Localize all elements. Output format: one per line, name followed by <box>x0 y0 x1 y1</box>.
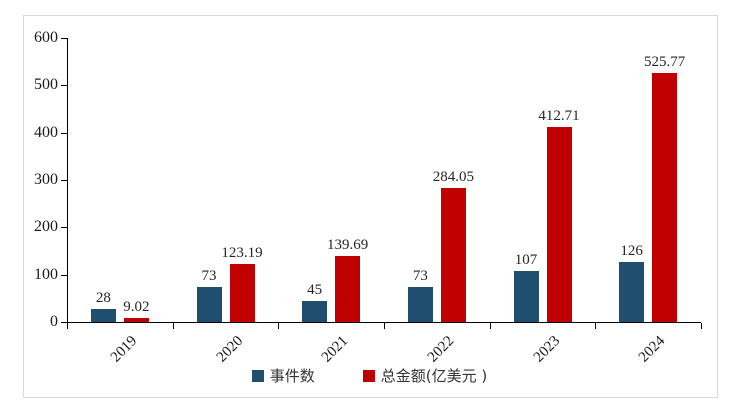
bar-events <box>513 271 539 322</box>
x-axis-tick <box>172 323 174 329</box>
value-label: 73 <box>201 268 217 285</box>
y-axis-tick <box>61 274 67 276</box>
value-label: 123.19 <box>221 244 263 261</box>
value-label: 73 <box>412 268 428 285</box>
y-axis-tick <box>61 322 67 323</box>
y-tick-label: 300 <box>34 171 58 188</box>
y-axis-line <box>67 38 68 323</box>
legend-label-events: 事件数 <box>269 367 315 385</box>
x-axis-tick <box>595 323 597 329</box>
y-tick-label: 400 <box>34 123 58 141</box>
value-label: 139.69 <box>327 236 369 253</box>
y-axis-tick <box>61 227 67 229</box>
x-axis-tick <box>489 323 491 329</box>
value-label: 284.05 <box>432 168 474 185</box>
legend: 事件数 总金额(亿美元 ) <box>23 367 716 385</box>
y-tick-label: 200 <box>34 218 58 236</box>
y-axis-tick <box>61 85 67 87</box>
y-axis-tick <box>61 180 67 181</box>
x-axis-tick <box>67 323 68 329</box>
bar-amount <box>229 263 255 322</box>
value-label: 412.71 <box>538 107 580 124</box>
bar-events <box>302 300 328 322</box>
bar-events <box>90 308 116 322</box>
bar-amount <box>123 317 149 322</box>
bar-amount <box>546 126 572 322</box>
x-axis-tick <box>278 323 280 329</box>
x-axis-tick <box>384 323 385 329</box>
bar-events <box>619 262 645 322</box>
bar-amount <box>440 187 466 322</box>
legend-swatch-events <box>251 370 264 382</box>
value-label: 45 <box>307 281 323 298</box>
y-tick-label: 0 <box>50 313 58 330</box>
value-label: 28 <box>95 289 111 306</box>
legend-item-amount: 总金额(亿美元 ) <box>362 367 488 385</box>
legend-label-amount: 总金额(亿美元 ) <box>380 367 488 385</box>
bar-events <box>196 287 222 322</box>
value-label: 9.02 <box>123 298 150 315</box>
y-tick-label: 500 <box>34 76 58 94</box>
bar-amount <box>652 73 678 322</box>
y-tick-label: 100 <box>34 265 58 283</box>
value-label: 525.77 <box>644 54 686 71</box>
x-axis-tick <box>701 323 702 329</box>
bar-events <box>407 287 433 322</box>
value-label: 107 <box>514 252 538 269</box>
value-label: 126 <box>620 243 643 260</box>
x-axis-line <box>67 322 701 323</box>
chart-frame <box>23 15 718 398</box>
y-axis-tick <box>61 38 67 39</box>
legend-item-events: 事件数 <box>251 367 315 385</box>
y-tick-label: 600 <box>34 29 58 46</box>
legend-swatch-amount <box>362 370 375 382</box>
y-axis-tick <box>61 132 67 134</box>
bar-amount <box>335 255 361 322</box>
